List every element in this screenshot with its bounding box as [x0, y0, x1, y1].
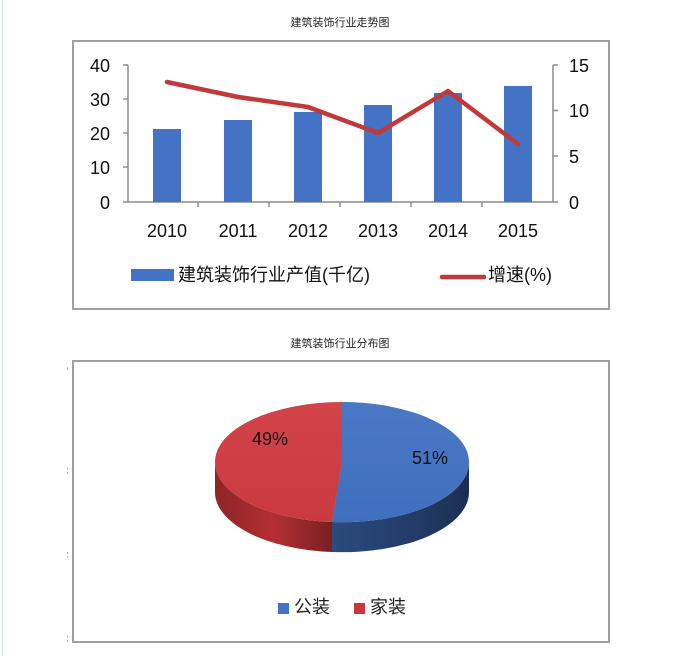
bar-2011 — [224, 120, 252, 202]
pie-label-home: 49% — [252, 429, 288, 449]
legend-home-swatch — [354, 603, 365, 614]
x-label-2015: 2015 — [498, 221, 538, 241]
frame-handle-marks — [67, 367, 68, 642]
distribution-pie-chart: 49% 51% 公装 家装 — [214, 402, 470, 617]
bar-2013 — [364, 105, 392, 202]
pie-side-public — [332, 462, 470, 553]
legend-bar-label: 建筑装饰行业产值(千亿) — [178, 265, 370, 285]
right-axis-ticks: 15 10 5 0 — [569, 56, 589, 213]
legend-public-label: 公装 — [294, 597, 330, 617]
growth-rate-line — [164, 79, 521, 147]
x-label-2011: 2011 — [219, 221, 258, 241]
x-label-2013: 2013 — [358, 221, 398, 241]
pie-slice-public-fill — [332, 402, 470, 523]
left-tick-10: 10 — [90, 158, 110, 178]
left-tick-30: 30 — [90, 90, 110, 110]
distribution-chart-title: 建筑装饰行业分布图 — [290, 337, 390, 350]
legend-home-label: 家装 — [370, 597, 406, 617]
x-label-2014: 2014 — [428, 221, 468, 241]
trend-chart-frame: 40 30 20 10 0 15 10 5 0 — [72, 40, 610, 310]
legend-public-swatch — [278, 603, 289, 614]
page-left-border — [2, 0, 3, 656]
legend-line-label: 增速(%) — [488, 265, 552, 285]
legend-bar-swatch — [131, 269, 174, 281]
trend-chart: 40 30 20 10 0 15 10 5 0 — [90, 56, 589, 285]
right-tick-15: 15 — [569, 56, 589, 76]
production-bars — [153, 86, 532, 202]
left-tick-20: 20 — [90, 124, 110, 144]
pie-slice-home — [214, 402, 342, 522]
pie-label-public: 51% — [412, 448, 448, 468]
left-tick-40: 40 — [90, 56, 110, 76]
pie-side-home — [214, 462, 332, 552]
trend-chart-title: 建筑装饰行业走势图 — [290, 16, 390, 29]
x-label-2010: 2010 — [147, 221, 187, 241]
left-axis-ticks: 40 30 20 10 0 — [90, 56, 110, 213]
bar-2014 — [434, 93, 462, 202]
x-label-2012: 2012 — [288, 221, 328, 241]
distribution-chart-frame: 49% 51% 公装 家装 — [72, 360, 610, 643]
bar-2010 — [153, 129, 181, 202]
pie-legend: 公装 家装 — [278, 597, 406, 617]
left-tick-0: 0 — [100, 193, 110, 213]
bar-2012 — [294, 112, 322, 202]
right-tick-0: 0 — [569, 193, 579, 213]
x-axis-labels: 2010 2011 2012 2013 2014 2015 — [147, 221, 538, 241]
right-tick-5: 5 — [569, 147, 579, 167]
trend-legend: 建筑装饰行业产值(千亿) 增速(%) — [131, 265, 552, 285]
right-tick-10: 10 — [569, 101, 589, 121]
